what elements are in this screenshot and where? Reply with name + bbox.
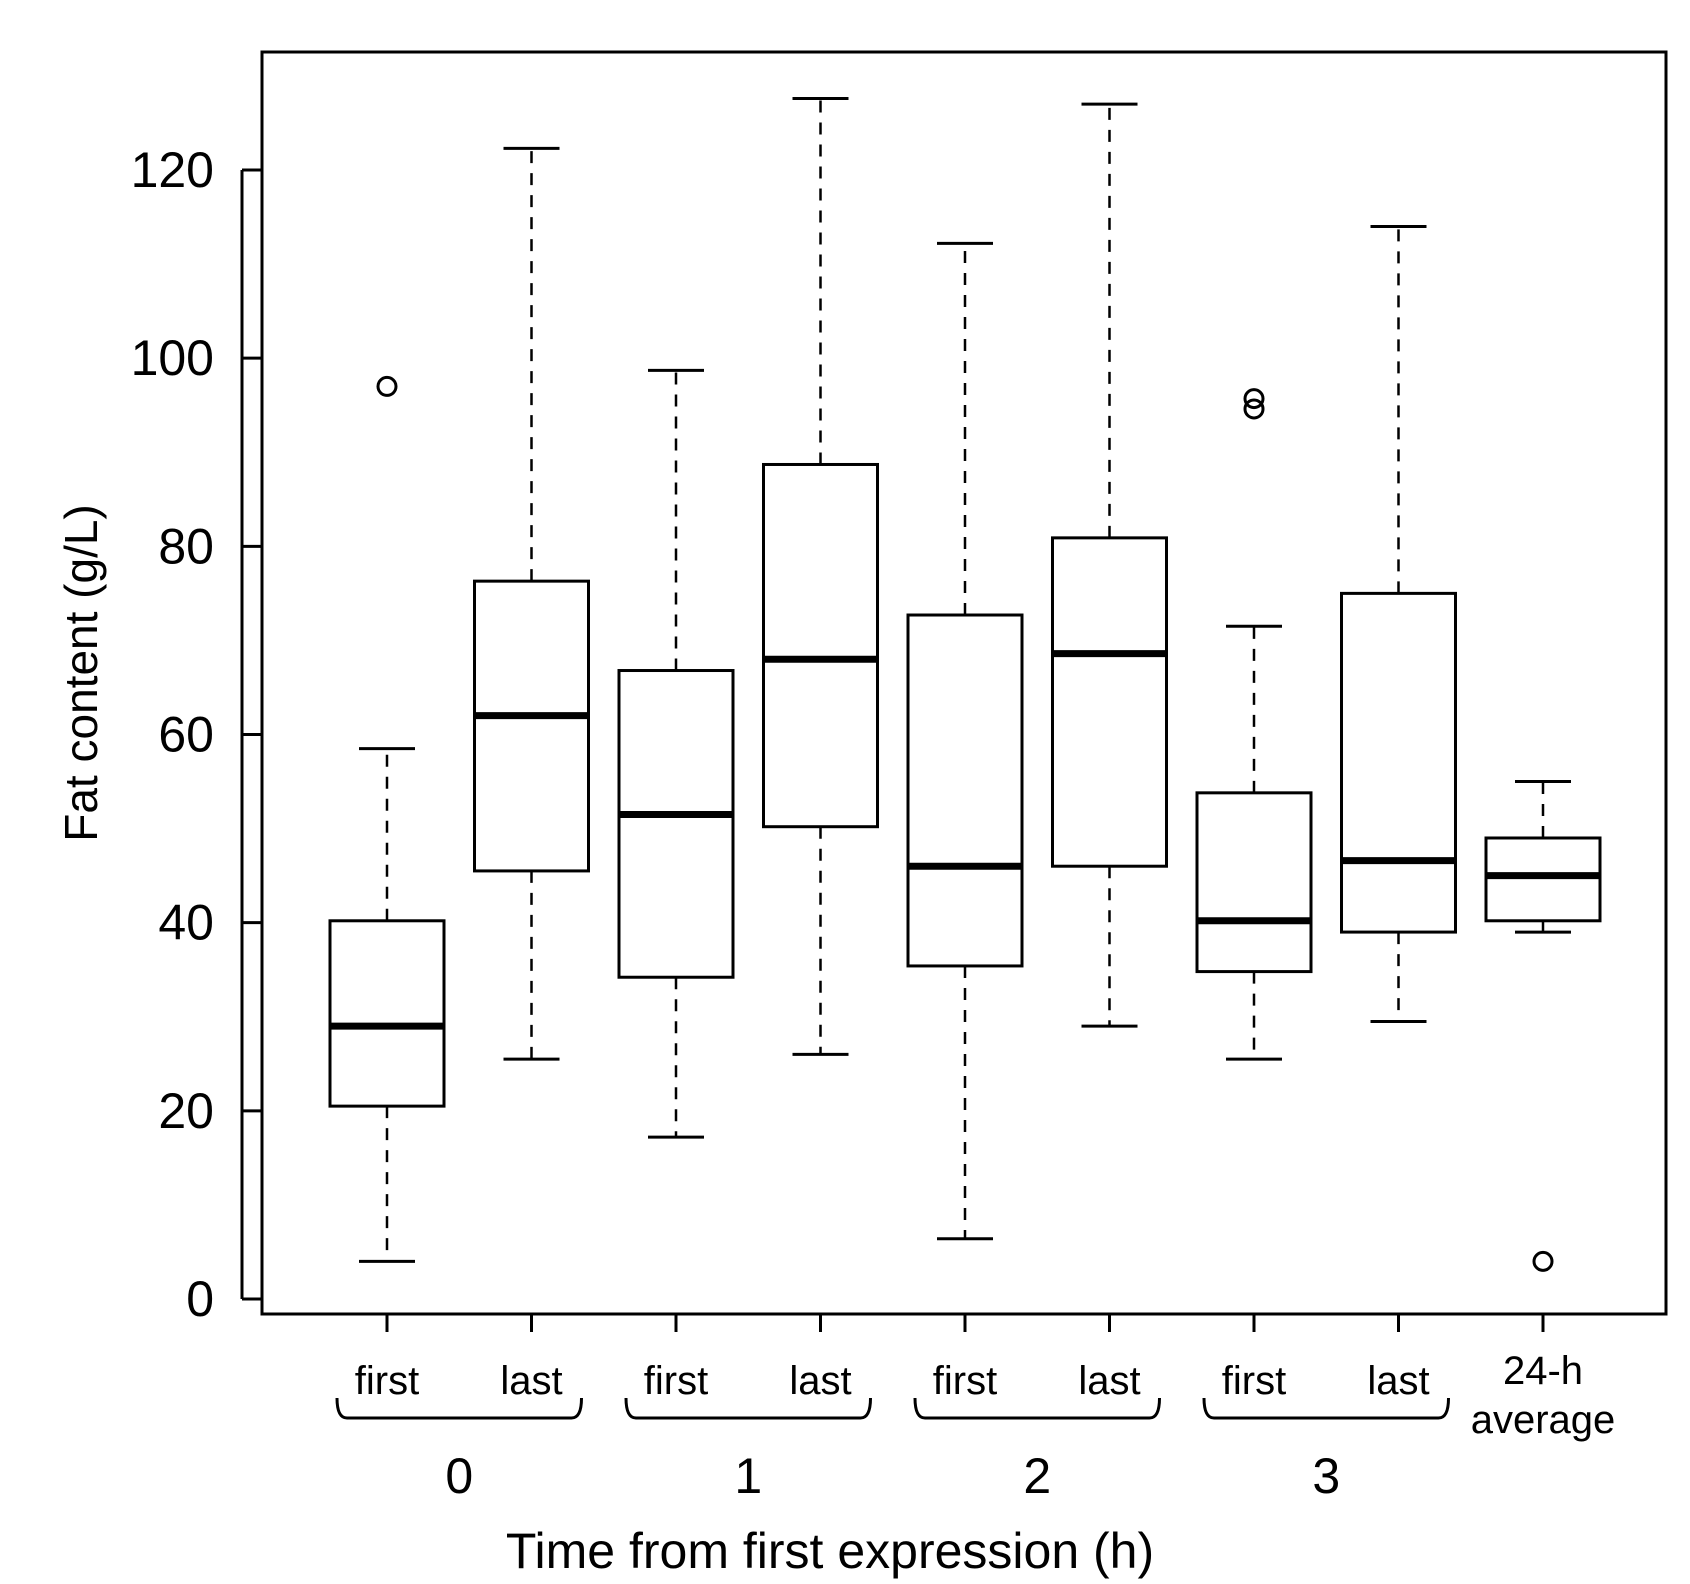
outlier-point xyxy=(1243,388,1265,410)
y-tick-label: 60 xyxy=(158,707,214,763)
y-axis: 0 20 40 60 80 100 120 xyxy=(131,142,262,1327)
group-label: 1 xyxy=(734,1448,762,1504)
box-iqr xyxy=(617,669,735,979)
y-axis-label: Fat content (g/L) xyxy=(55,504,107,842)
x-tick-label: 24-h xyxy=(1503,1349,1583,1393)
group-label: 0 xyxy=(445,1448,473,1504)
y-tick-label: 80 xyxy=(158,518,214,574)
x-tick-label: first xyxy=(933,1359,997,1403)
box-0 xyxy=(328,375,446,1263)
group-bracket xyxy=(1202,1397,1450,1420)
box-4 xyxy=(906,241,1024,1241)
outlier-point xyxy=(1243,398,1265,420)
box-iqr xyxy=(1195,791,1313,974)
box-3 xyxy=(762,96,879,1056)
group-bracket xyxy=(335,1397,583,1420)
x-axis-label: Time from first expression (h) xyxy=(506,1523,1154,1579)
box-2 xyxy=(617,368,735,1139)
box-5 xyxy=(1051,102,1168,1028)
x-tick-label: first xyxy=(644,1359,708,1403)
box-iqr xyxy=(762,462,879,829)
box-iqr xyxy=(906,613,1024,968)
box-iqr xyxy=(1051,536,1168,868)
outlier-point xyxy=(1532,1250,1554,1272)
box-iqr xyxy=(1340,591,1457,934)
x-tick-label: last xyxy=(1078,1359,1140,1403)
y-tick-label: 120 xyxy=(131,142,214,198)
x-axis: first last first last first last first last 24-h… xyxy=(335,1312,1616,1504)
x-tick-label: last xyxy=(1367,1359,1429,1403)
group-label: 2 xyxy=(1023,1448,1051,1504)
y-tick-label: 20 xyxy=(158,1083,214,1139)
box-series xyxy=(328,96,1602,1272)
x-tick-label: last xyxy=(789,1359,851,1403)
y-tick-label: 100 xyxy=(131,330,214,386)
x-tick-label: average xyxy=(1471,1398,1616,1442)
x-tick-label: last xyxy=(500,1359,562,1403)
group-label: 3 xyxy=(1312,1448,1340,1504)
y-tick-label: 40 xyxy=(158,895,214,951)
y-tick-label: 0 xyxy=(186,1271,214,1327)
box-7 xyxy=(1340,224,1457,1023)
x-tick-label: first xyxy=(1222,1359,1286,1403)
box-iqr xyxy=(473,579,590,873)
box-iqr xyxy=(1484,836,1602,923)
box-6 xyxy=(1195,388,1313,1061)
group-bracket xyxy=(913,1397,1161,1420)
outlier-point xyxy=(376,375,398,397)
box-8 xyxy=(1484,780,1602,1272)
group-bracket xyxy=(624,1397,872,1420)
box-iqr xyxy=(328,919,446,1108)
box-1 xyxy=(473,146,590,1061)
x-tick-label: first xyxy=(355,1359,419,1403)
